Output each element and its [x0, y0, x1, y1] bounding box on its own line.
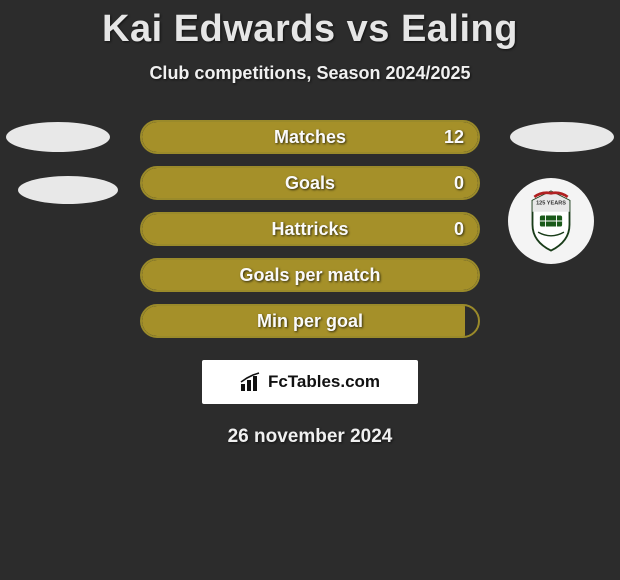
stat-bar-value: 12 — [444, 127, 464, 148]
stat-bar-label: Hattricks — [271, 219, 348, 240]
stat-bar-label: Goals — [285, 173, 335, 194]
stat-bars-container: Matches 12 Goals 0 Hattricks 0 Goals per match… — [0, 120, 620, 338]
source-logo: FcTables.com — [240, 372, 380, 392]
stat-bar: Goals 0 — [140, 166, 480, 200]
source-logo-text: FcTables.com — [268, 372, 380, 392]
stat-bar: Goals per match — [140, 258, 480, 292]
stat-bar-value: 0 — [454, 173, 464, 194]
stat-bar-label: Min per goal — [257, 311, 363, 332]
stat-bar-value: 0 — [454, 219, 464, 240]
stat-bar: Hattricks 0 — [140, 212, 480, 246]
stat-bar: Min per goal — [140, 304, 480, 338]
bar-chart-icon — [240, 372, 262, 392]
stat-bar-label: Matches — [274, 127, 346, 148]
page-subtitle: Club competitions, Season 2024/2025 — [0, 63, 620, 84]
stat-bar: Matches 12 — [140, 120, 480, 154]
page-title: Kai Edwards vs Ealing — [0, 0, 620, 51]
date-text: 26 november 2024 — [0, 426, 620, 448]
source-logo-box: FcTables.com — [202, 360, 418, 404]
stat-bar-label: Goals per match — [239, 265, 380, 286]
